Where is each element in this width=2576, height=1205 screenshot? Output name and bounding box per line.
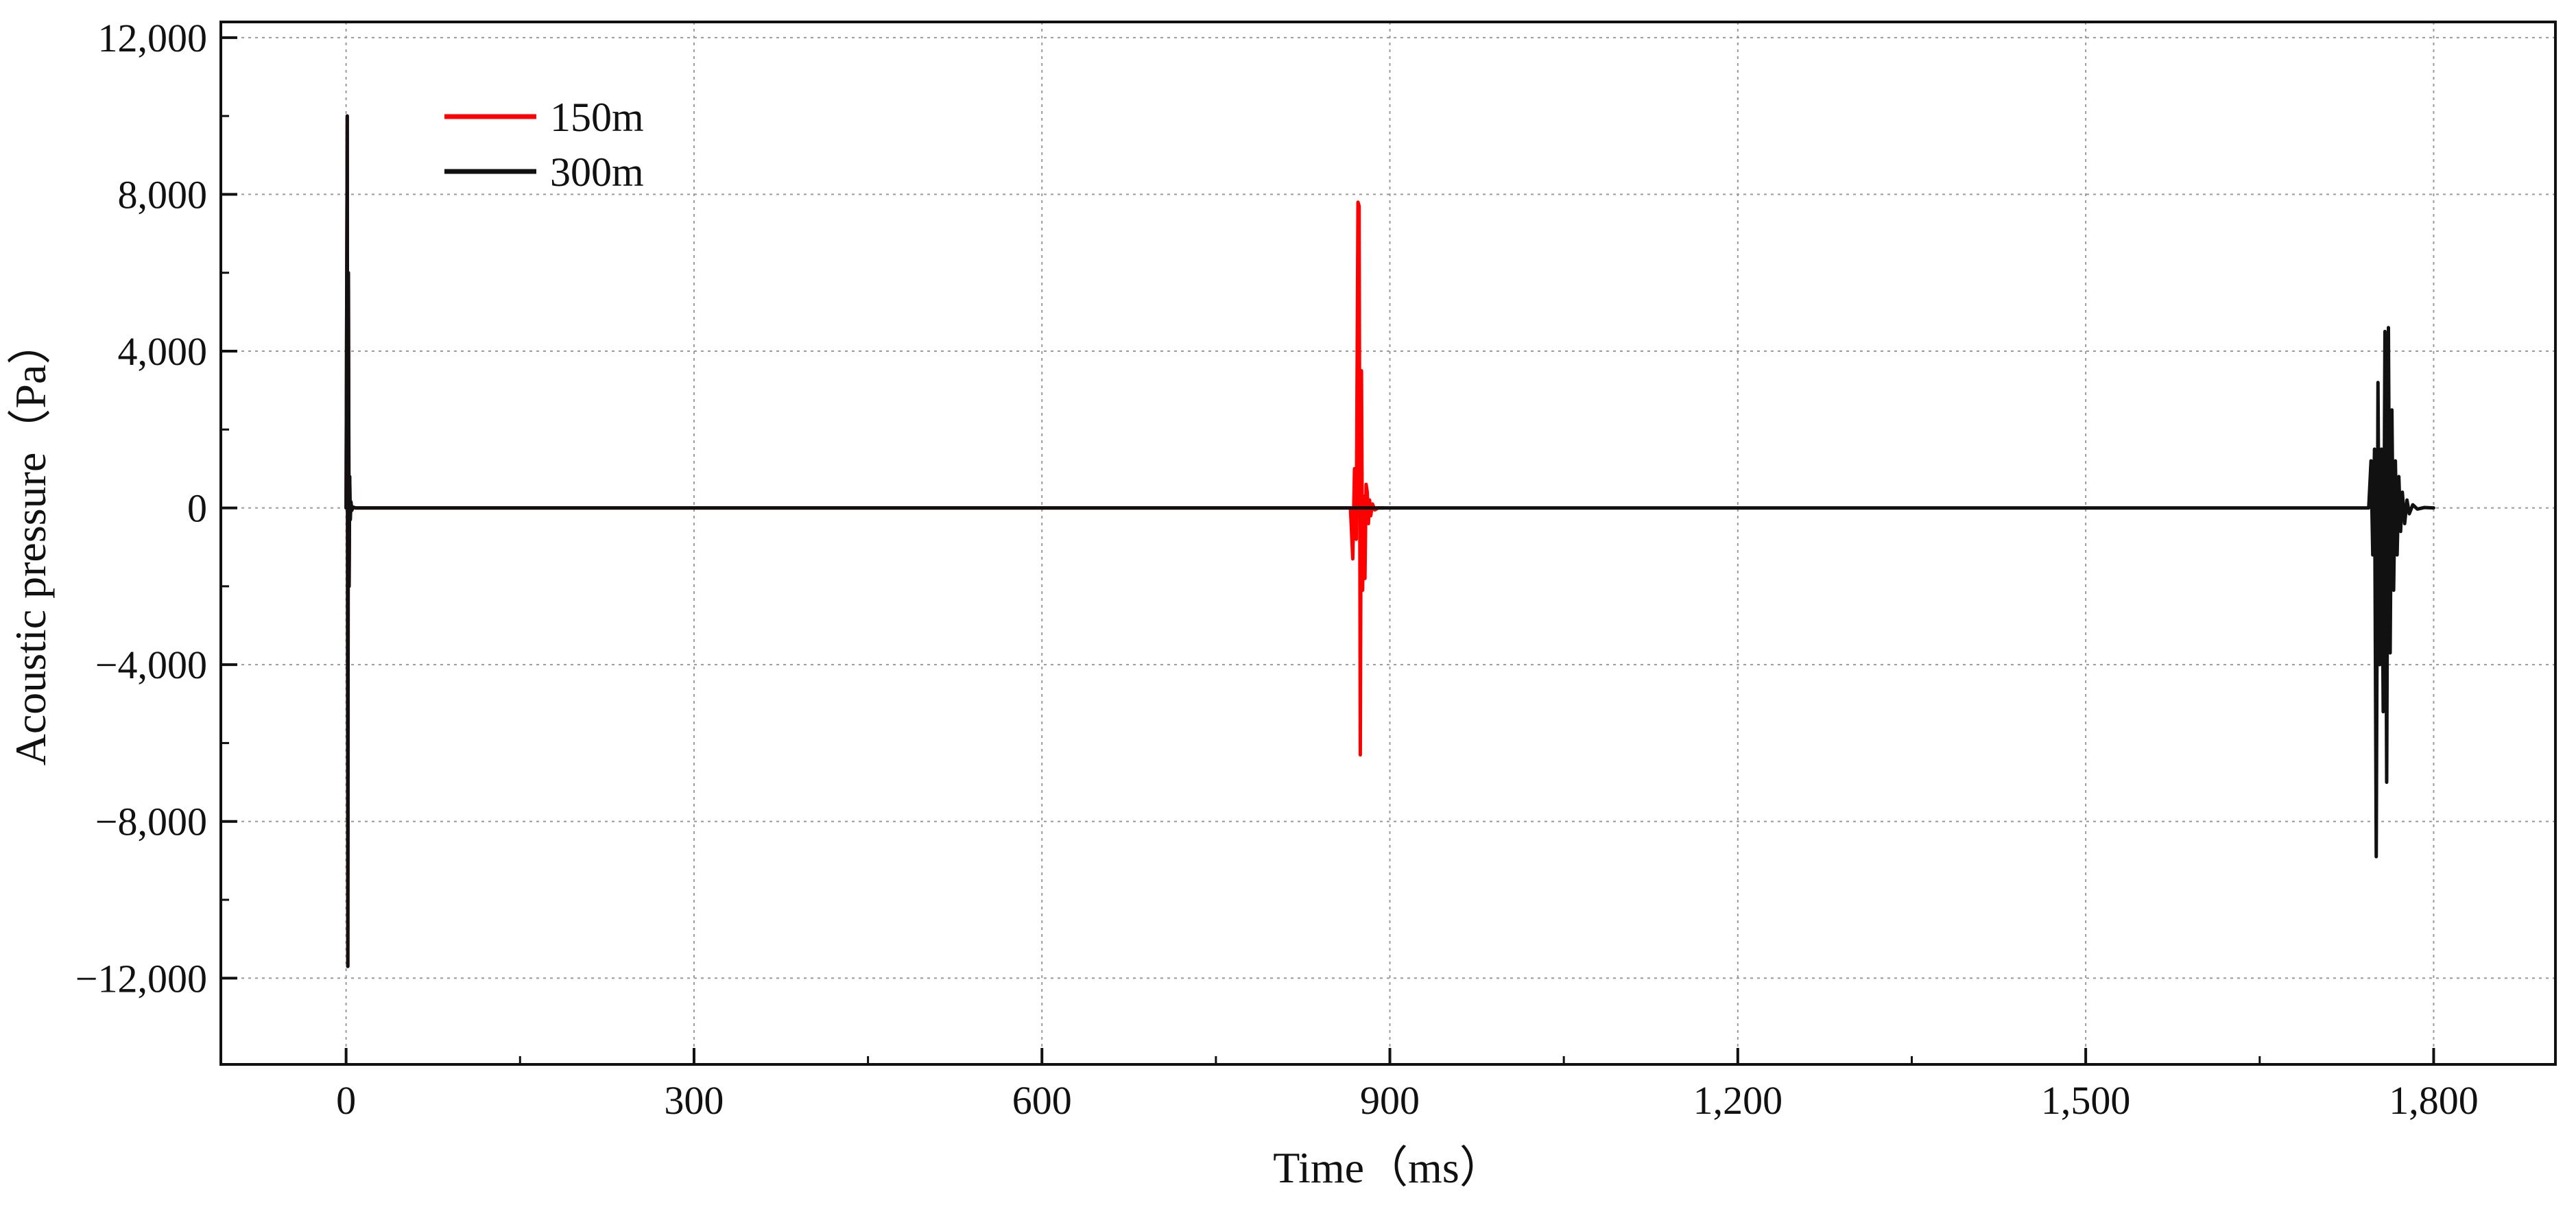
axis-ticks bbox=[221, 36, 2435, 1064]
series-line-300m bbox=[344, 114, 2435, 968]
y-tick-label: −12,000 bbox=[75, 956, 207, 1001]
y-tick-label: 0 bbox=[187, 486, 207, 531]
legend-label-300m: 300m bbox=[550, 150, 644, 195]
x-tick-label: 1,200 bbox=[1693, 1078, 1783, 1123]
y-tick-label: 12,000 bbox=[98, 16, 208, 60]
x-tick-label: 1,800 bbox=[2389, 1078, 2479, 1123]
y-tick-label: 4,000 bbox=[118, 329, 208, 374]
y-tick-label: −8,000 bbox=[95, 800, 207, 844]
x-axis-title: Time（ms） bbox=[1273, 1143, 1503, 1192]
tick-labels: 0 300 600 900 1,200 1,500 1,800 −12,000 −8,000 −4… bbox=[75, 16, 2479, 1123]
legend: 150m 300m bbox=[444, 95, 644, 195]
x-tick-label: 900 bbox=[1360, 1078, 1420, 1123]
y-tick-label: 8,000 bbox=[118, 172, 208, 217]
series-lines bbox=[344, 114, 2435, 968]
x-tick-label: 600 bbox=[1012, 1078, 1072, 1123]
x-tick-label: 1,500 bbox=[2041, 1078, 2131, 1123]
x-tick-label: 300 bbox=[664, 1078, 724, 1123]
series-line-150m bbox=[344, 114, 1386, 968]
y-axis-title: Acoustic pressure（Pa） bbox=[6, 321, 55, 766]
plot-frame bbox=[219, 21, 2557, 1066]
y-tick-label: −4,000 bbox=[95, 643, 207, 687]
legend-label-150m: 150m bbox=[550, 95, 644, 140]
x-tick-label: 0 bbox=[336, 1078, 356, 1123]
